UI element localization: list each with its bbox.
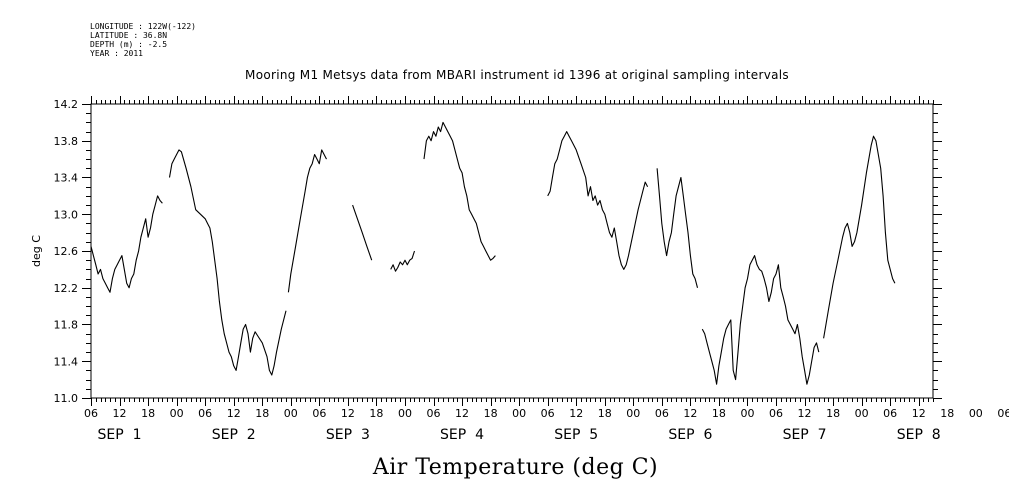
series-line <box>90 195 163 293</box>
longitude-label: LONGITUDE : 122W(-122) <box>90 22 196 31</box>
x-axis-label: Air Temperature (deg C) <box>372 455 659 480</box>
x-tick-label: 18 <box>826 407 840 420</box>
x-day-label: SEP 3 <box>326 427 370 443</box>
x-tick-label: 12 <box>227 407 241 420</box>
x-tick-label: 06 <box>541 407 555 420</box>
chart-title: Mooring M1 Metsys data from MBARI instru… <box>245 68 789 82</box>
depth-label: DEPTH (m) : -2.5 <box>90 40 168 49</box>
x-tick-label: 06 <box>312 407 326 420</box>
x-day-label: SEP 6 <box>668 427 712 443</box>
x-day-label: SEP 7 <box>783 427 827 443</box>
x-tick-label: 12 <box>683 407 697 420</box>
x-tick-label: 00 <box>740 407 754 420</box>
year-label: YEAR : 2011 <box>90 49 143 58</box>
x-tick-label: 00 <box>284 407 298 420</box>
x-tick-label: 00 <box>969 407 983 420</box>
series-line <box>423 121 496 261</box>
data-lines <box>90 121 896 385</box>
station-metadata: LONGITUDE : 122W(-122) LATITUDE : 36.8N … <box>90 22 196 58</box>
x-tick-label: 18 <box>369 407 383 420</box>
x-tick-label: 12 <box>798 407 812 420</box>
x-tick-label: 18 <box>484 407 498 420</box>
chart-axes: 11.0 11.4 11.8 12.2 12.6 13.0 13.4 13.8 14.2 06 12… <box>54 96 1009 443</box>
y-tick-label: 12.2 <box>54 282 79 295</box>
x-tick-label: 00 <box>512 407 526 420</box>
x-day-label: SEP 4 <box>440 427 484 443</box>
y-tick-label: 13.8 <box>54 135 79 148</box>
plot-frame <box>90 103 934 399</box>
y-tick-label: 13.0 <box>54 208 79 221</box>
x-tick-label: 12 <box>912 407 926 420</box>
x-tick-label: 18 <box>141 407 155 420</box>
y-tick-label: 11.8 <box>54 319 79 332</box>
x-tick-label: 00 <box>398 407 412 420</box>
series-line <box>390 250 416 272</box>
series-line <box>701 255 820 385</box>
x-tick-label: 18 <box>255 407 269 420</box>
series-line <box>823 135 896 339</box>
y-tick-label: 11.4 <box>54 355 79 368</box>
x-tick-label: 18 <box>712 407 726 420</box>
x-tick-label: 00 <box>855 407 869 420</box>
x-tick-label: 12 <box>341 407 355 420</box>
series-line <box>547 131 649 270</box>
x-tick-label: 06 <box>198 407 212 420</box>
y-axis-label: deg C <box>30 235 43 267</box>
latitude-label: LATITUDE : 36.8N <box>90 31 168 40</box>
x-tick-label: 06 <box>883 407 897 420</box>
x-tick-label: 06 <box>769 407 783 420</box>
x-tick-label: 00 <box>626 407 640 420</box>
series-line <box>287 149 327 293</box>
y-tick-label: 14.2 <box>54 98 79 111</box>
x-tick-label: 06 <box>84 407 98 420</box>
x-day-label: SEP 1 <box>98 427 142 443</box>
x-tick-label: 12 <box>455 407 469 420</box>
y-tick-label: 12.6 <box>54 245 79 258</box>
x-tick-label: 18 <box>598 407 612 420</box>
x-day-label: SEP 2 <box>212 427 256 443</box>
y-tick-label: 11.0 <box>54 392 79 405</box>
x-day-label: SEP 8 <box>897 427 941 443</box>
x-tick-label: 06 <box>427 407 441 420</box>
x-tick-label: 06 <box>997 407 1009 420</box>
x-tick-label: 12 <box>569 407 583 420</box>
series-line <box>168 149 287 376</box>
x-tick-label: 00 <box>170 407 184 420</box>
x-day-label: SEP 5 <box>554 427 598 443</box>
x-tick-label: 18 <box>940 407 954 420</box>
series-line <box>656 168 699 288</box>
x-tick-label: 12 <box>113 407 127 420</box>
x-tick-label: 06 <box>655 407 669 420</box>
series-line <box>352 204 373 261</box>
y-tick-label: 13.4 <box>54 172 79 185</box>
